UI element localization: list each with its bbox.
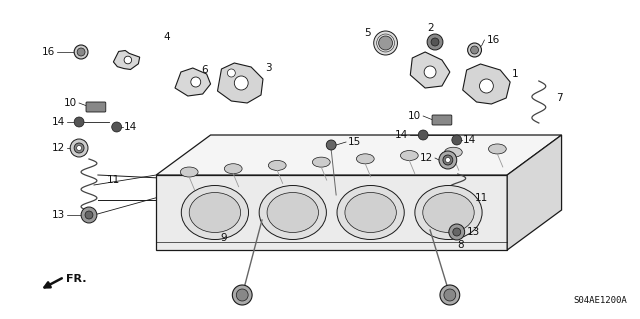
Text: 10: 10 (408, 111, 421, 121)
Circle shape (445, 158, 451, 162)
Ellipse shape (267, 192, 319, 233)
Text: S04AE1200A: S04AE1200A (573, 296, 627, 305)
Circle shape (374, 31, 397, 55)
Text: FR.: FR. (67, 274, 87, 284)
FancyArrowPatch shape (44, 278, 62, 287)
Circle shape (74, 117, 84, 127)
Circle shape (431, 38, 439, 46)
Circle shape (124, 56, 132, 64)
Circle shape (227, 69, 236, 77)
Text: 3: 3 (265, 63, 271, 73)
Text: 16: 16 (486, 35, 500, 45)
Text: 12: 12 (420, 153, 433, 163)
Circle shape (440, 285, 460, 305)
Ellipse shape (415, 186, 482, 240)
Ellipse shape (444, 147, 462, 157)
Circle shape (77, 48, 85, 56)
Circle shape (234, 76, 248, 90)
Ellipse shape (488, 144, 506, 154)
Ellipse shape (259, 186, 326, 240)
Circle shape (470, 46, 479, 54)
Polygon shape (463, 64, 510, 104)
Ellipse shape (423, 192, 474, 233)
Circle shape (236, 289, 248, 301)
Text: 5: 5 (364, 28, 371, 38)
Circle shape (418, 130, 428, 140)
Text: 4: 4 (163, 32, 170, 42)
Circle shape (479, 79, 493, 93)
Circle shape (379, 36, 392, 50)
Text: 13: 13 (52, 210, 65, 220)
Circle shape (452, 135, 461, 145)
Text: 14: 14 (124, 122, 137, 132)
Polygon shape (156, 135, 561, 175)
Circle shape (191, 77, 201, 87)
Circle shape (326, 140, 336, 150)
FancyBboxPatch shape (432, 115, 452, 125)
Circle shape (112, 122, 122, 132)
Text: 12: 12 (52, 143, 65, 153)
Ellipse shape (312, 157, 330, 167)
Circle shape (77, 145, 81, 151)
Polygon shape (156, 175, 507, 250)
Circle shape (439, 151, 457, 169)
Circle shape (427, 34, 443, 50)
Ellipse shape (401, 151, 418, 160)
Text: 8: 8 (457, 240, 463, 250)
Text: 15: 15 (348, 137, 361, 147)
Polygon shape (113, 50, 140, 70)
Ellipse shape (180, 167, 198, 177)
Text: 6: 6 (202, 65, 208, 75)
Circle shape (232, 285, 252, 305)
Text: 14: 14 (52, 117, 65, 127)
Text: 1: 1 (512, 69, 519, 79)
Ellipse shape (337, 186, 404, 240)
Circle shape (74, 143, 84, 153)
Circle shape (468, 43, 481, 57)
Text: 2: 2 (427, 23, 434, 33)
Circle shape (70, 139, 88, 157)
Text: 14: 14 (463, 135, 476, 145)
Circle shape (424, 66, 436, 78)
FancyBboxPatch shape (86, 102, 106, 112)
Circle shape (449, 224, 465, 240)
Polygon shape (507, 135, 561, 250)
Text: 11: 11 (107, 175, 120, 185)
Polygon shape (410, 52, 450, 88)
Circle shape (85, 211, 93, 219)
Text: 7: 7 (556, 93, 563, 103)
Circle shape (81, 207, 97, 223)
Text: 10: 10 (64, 98, 77, 108)
Text: 9: 9 (221, 233, 227, 243)
Polygon shape (218, 63, 263, 103)
Ellipse shape (224, 164, 242, 174)
Circle shape (74, 45, 88, 59)
Circle shape (443, 155, 453, 165)
Text: 13: 13 (467, 227, 480, 237)
Ellipse shape (189, 192, 241, 233)
Text: 11: 11 (475, 193, 488, 203)
Ellipse shape (356, 154, 374, 164)
Ellipse shape (181, 186, 248, 240)
Ellipse shape (345, 192, 396, 233)
Text: 14: 14 (395, 130, 408, 140)
Ellipse shape (268, 160, 286, 170)
Text: 16: 16 (42, 47, 56, 57)
Circle shape (444, 289, 456, 301)
Polygon shape (175, 68, 211, 96)
Circle shape (453, 228, 461, 236)
